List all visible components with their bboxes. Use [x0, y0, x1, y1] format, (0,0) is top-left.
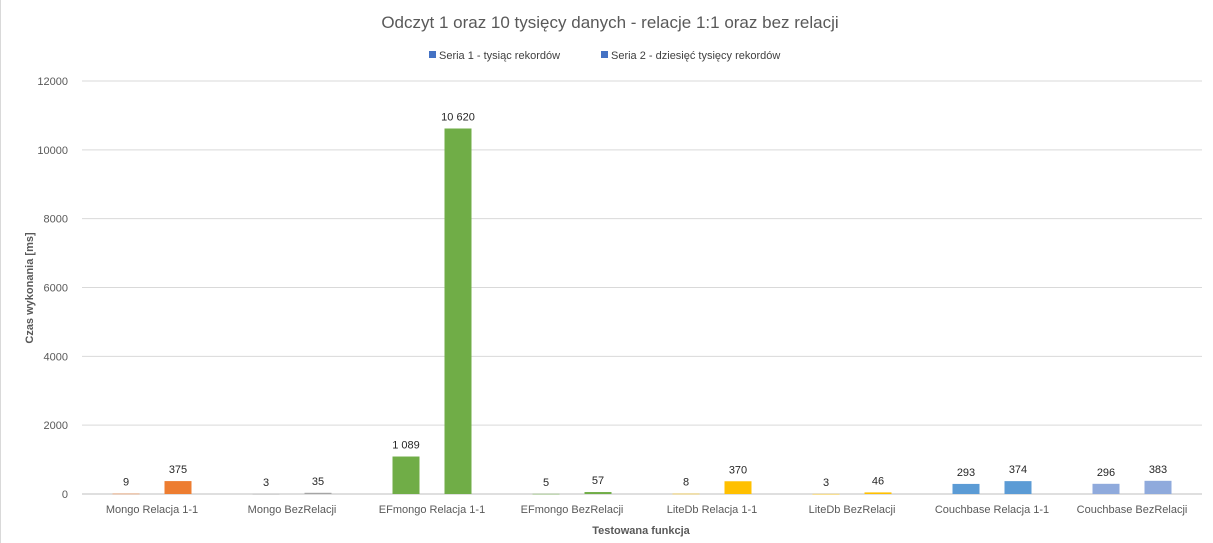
x-tick-label: LiteDb BezRelacji	[809, 504, 896, 516]
data-label: 10 620	[441, 111, 475, 123]
legend-swatch	[601, 51, 608, 58]
legend-label: Seria 1 - tysiąc rekordów	[439, 50, 560, 62]
data-label: 375	[169, 464, 187, 476]
x-tick-label: EFmongo Relacja 1-1	[379, 504, 485, 516]
data-labels: 9 375 3 35 1 089 10 620 5 57 8 370 3 46 293 374 296 383	[123, 111, 1167, 488]
data-label: 296	[1097, 467, 1115, 479]
data-label: 293	[957, 467, 975, 479]
bar	[724, 481, 752, 494]
data-label: 383	[1149, 464, 1167, 476]
data-label: 5	[543, 477, 549, 489]
y-tick-label: 4000	[44, 351, 68, 363]
x-tick-label: Mongo Relacja 1-1	[106, 504, 198, 516]
bar	[392, 456, 420, 494]
y-axis-ticks: 0 2000 4000 6000 8000 10000 12000	[37, 76, 68, 501]
data-label: 1 089	[392, 440, 420, 452]
y-tick-label: 0	[62, 489, 68, 501]
data-label: 46	[872, 475, 884, 487]
bar	[164, 481, 192, 494]
left-edge-line	[0, 0, 1, 543]
y-tick-label: 8000	[44, 214, 68, 226]
x-tick-label: Couchbase Relacja 1-1	[935, 504, 1049, 516]
y-tick-label: 2000	[44, 420, 68, 432]
bar	[1144, 480, 1172, 494]
data-label: 35	[312, 476, 324, 488]
gridlines	[82, 80, 1202, 495]
x-axis-title: Testowana funkcja	[592, 525, 690, 537]
data-label: 3	[263, 477, 269, 489]
data-label: 374	[1009, 464, 1027, 476]
x-tick-label: Mongo BezRelacji	[248, 504, 337, 516]
y-axis-title: Czas wykonania [ms]	[24, 232, 36, 344]
legend-label: Seria 2 - dziesięć tysięcy rekordów	[611, 50, 780, 62]
bar	[812, 493, 840, 495]
bar	[864, 492, 892, 494]
bar	[444, 128, 472, 494]
data-label: 8	[683, 477, 689, 489]
data-label: 370	[729, 464, 747, 476]
data-label: 3	[823, 477, 829, 489]
y-tick-label: 12000	[37, 76, 68, 88]
chart-legend: Seria 1 - tysiąc rekordów Seria 2 - dzies…	[429, 50, 780, 62]
x-axis-ticks: Mongo Relacja 1-1 Mongo BezRelacji EFmongo…	[106, 504, 1188, 516]
data-label: 9	[123, 477, 129, 489]
x-tick-label: LiteDb Relacja 1-1	[667, 504, 758, 516]
bar	[532, 493, 560, 495]
chart-title: Odczyt 1 oraz 10 tysięcy danych - relacj…	[381, 13, 838, 32]
bar	[1004, 481, 1032, 494]
bars	[112, 128, 1172, 495]
bar	[252, 493, 280, 495]
bar	[1092, 483, 1120, 494]
bar	[584, 492, 612, 494]
y-tick-label: 6000	[44, 283, 68, 295]
data-label: 57	[592, 475, 604, 487]
bar	[304, 492, 332, 494]
x-tick-label: Couchbase BezRelacji	[1077, 504, 1188, 516]
bar	[672, 493, 700, 495]
legend-swatch	[429, 51, 436, 58]
y-tick-label: 10000	[37, 145, 68, 157]
bar	[952, 483, 980, 494]
bar	[112, 493, 140, 495]
x-tick-label: EFmongo BezRelacji	[521, 504, 624, 516]
